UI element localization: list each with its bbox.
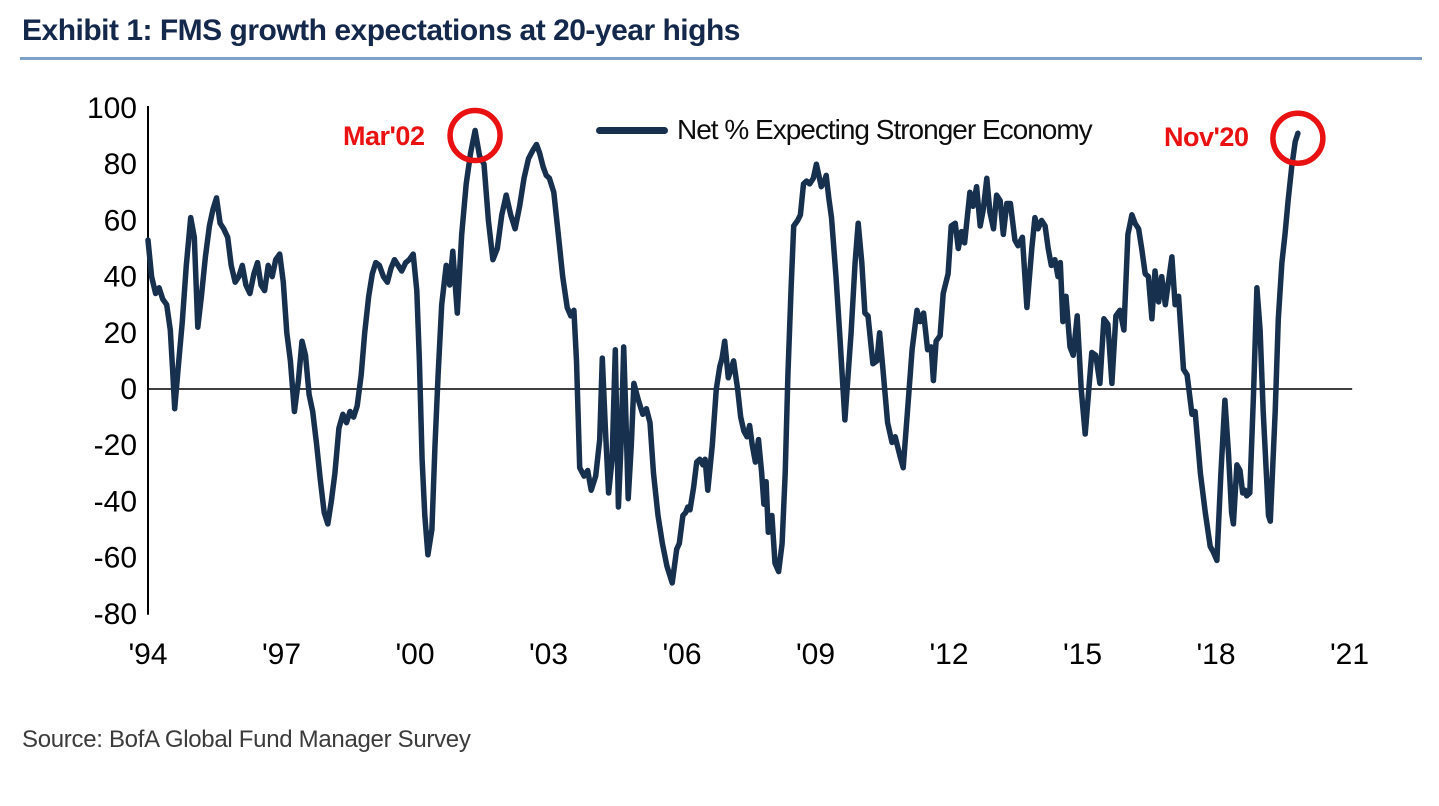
y-tick-label: 40 (104, 261, 137, 294)
title-underline (20, 57, 1422, 60)
legend: Net % Expecting Stronger Economy (596, 114, 1093, 146)
y-tick-label: 80 (104, 148, 137, 181)
annotation-circle (447, 107, 503, 164)
chart-area: 100 80 60 40 20 0 -20 -40 -60 -80 '94 '97 '00 '03 '06 '… (0, 60, 1439, 710)
y-tick-label: 100 (87, 92, 137, 125)
y-tick-label: 60 (104, 204, 137, 237)
legend-label: Net % Expecting Stronger Economy (677, 114, 1093, 145)
x-tick-label: '03 (529, 638, 568, 671)
annotation-nov20: Nov'20 (1164, 122, 1249, 152)
x-tick-label: '12 (929, 638, 968, 671)
x-tick-label: '00 (395, 638, 434, 671)
annotation-circle (1270, 110, 1326, 167)
y-tick-label: -60 (94, 542, 137, 575)
x-tick-label: '21 (1330, 638, 1369, 671)
annotation-mar02: Mar'02 (343, 121, 425, 151)
x-tick-label: '06 (662, 638, 701, 671)
x-tick-label: '97 (262, 638, 301, 671)
y-tick-label: 20 (104, 317, 137, 350)
x-tick-label: '09 (796, 638, 835, 671)
y-tick-label: -40 (94, 485, 137, 518)
chart-canvas: 100 80 60 40 20 0 -20 -40 -60 -80 '94 '97 '00 '03 '06 '… (87, 92, 1369, 671)
x-tick-label: '15 (1063, 638, 1102, 671)
y-tick-label: 0 (120, 373, 137, 406)
legend-line-swatch (596, 126, 668, 134)
series-line (145, 127, 1301, 586)
source-note: Source: BofA Global Fund Manager Survey (22, 726, 471, 753)
x-tick-label: '94 (128, 638, 167, 671)
exhibit-title: Exhibit 1: FMS growth expectations at 20… (22, 14, 740, 47)
y-tick-label: -80 (94, 598, 137, 631)
y-tick-label: -20 (94, 429, 137, 462)
x-tick-label: '18 (1196, 638, 1235, 671)
